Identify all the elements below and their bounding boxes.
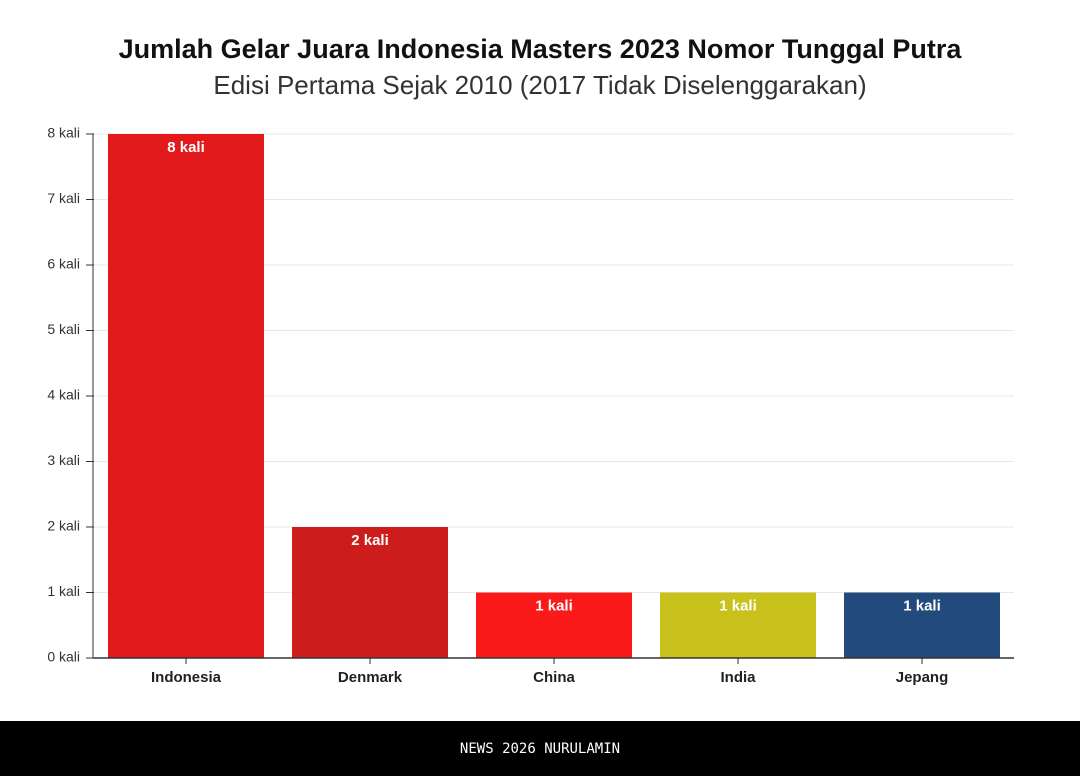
- bar: [660, 592, 816, 658]
- y-tick-label: 5 kali: [47, 321, 80, 337]
- footer: NEWS 2026 NURULAMIN: [0, 721, 1080, 776]
- chart: Jumlah Gelar Juara Indonesia Masters 202…: [47, 34, 1014, 686]
- y-tick-label: 4 kali: [47, 387, 80, 403]
- y-tick-label: 8 kali: [47, 125, 80, 141]
- bar: [108, 134, 264, 658]
- data-label: 1 kali: [535, 597, 573, 614]
- data-label: 1 kali: [719, 597, 757, 614]
- chart-title: Jumlah Gelar Juara Indonesia Masters 202…: [119, 34, 963, 64]
- y-tick-label: 7 kali: [47, 190, 80, 206]
- bar: [476, 592, 632, 658]
- x-tick-label: India: [720, 669, 756, 686]
- data-label: 1 kali: [903, 597, 941, 614]
- x-tick-label: China: [533, 669, 575, 686]
- y-tick-label: 3 kali: [47, 452, 80, 468]
- x-tick-label: Denmark: [338, 669, 403, 686]
- y-tick-label: 2 kali: [47, 518, 80, 534]
- y-tick-label: 0 kali: [47, 649, 80, 665]
- bar: [844, 592, 1000, 658]
- x-tick-label: Indonesia: [151, 669, 222, 686]
- chart-subtitle: Edisi Pertama Sejak 2010 (2017 Tidak Dis…: [213, 70, 866, 100]
- x-tick-label: Jepang: [896, 669, 949, 686]
- data-label: 8 kali: [167, 139, 205, 156]
- data-label: 2 kali: [351, 532, 389, 549]
- y-tick-label: 1 kali: [47, 583, 80, 599]
- bar: [292, 527, 448, 658]
- y-tick-label: 6 kali: [47, 256, 80, 272]
